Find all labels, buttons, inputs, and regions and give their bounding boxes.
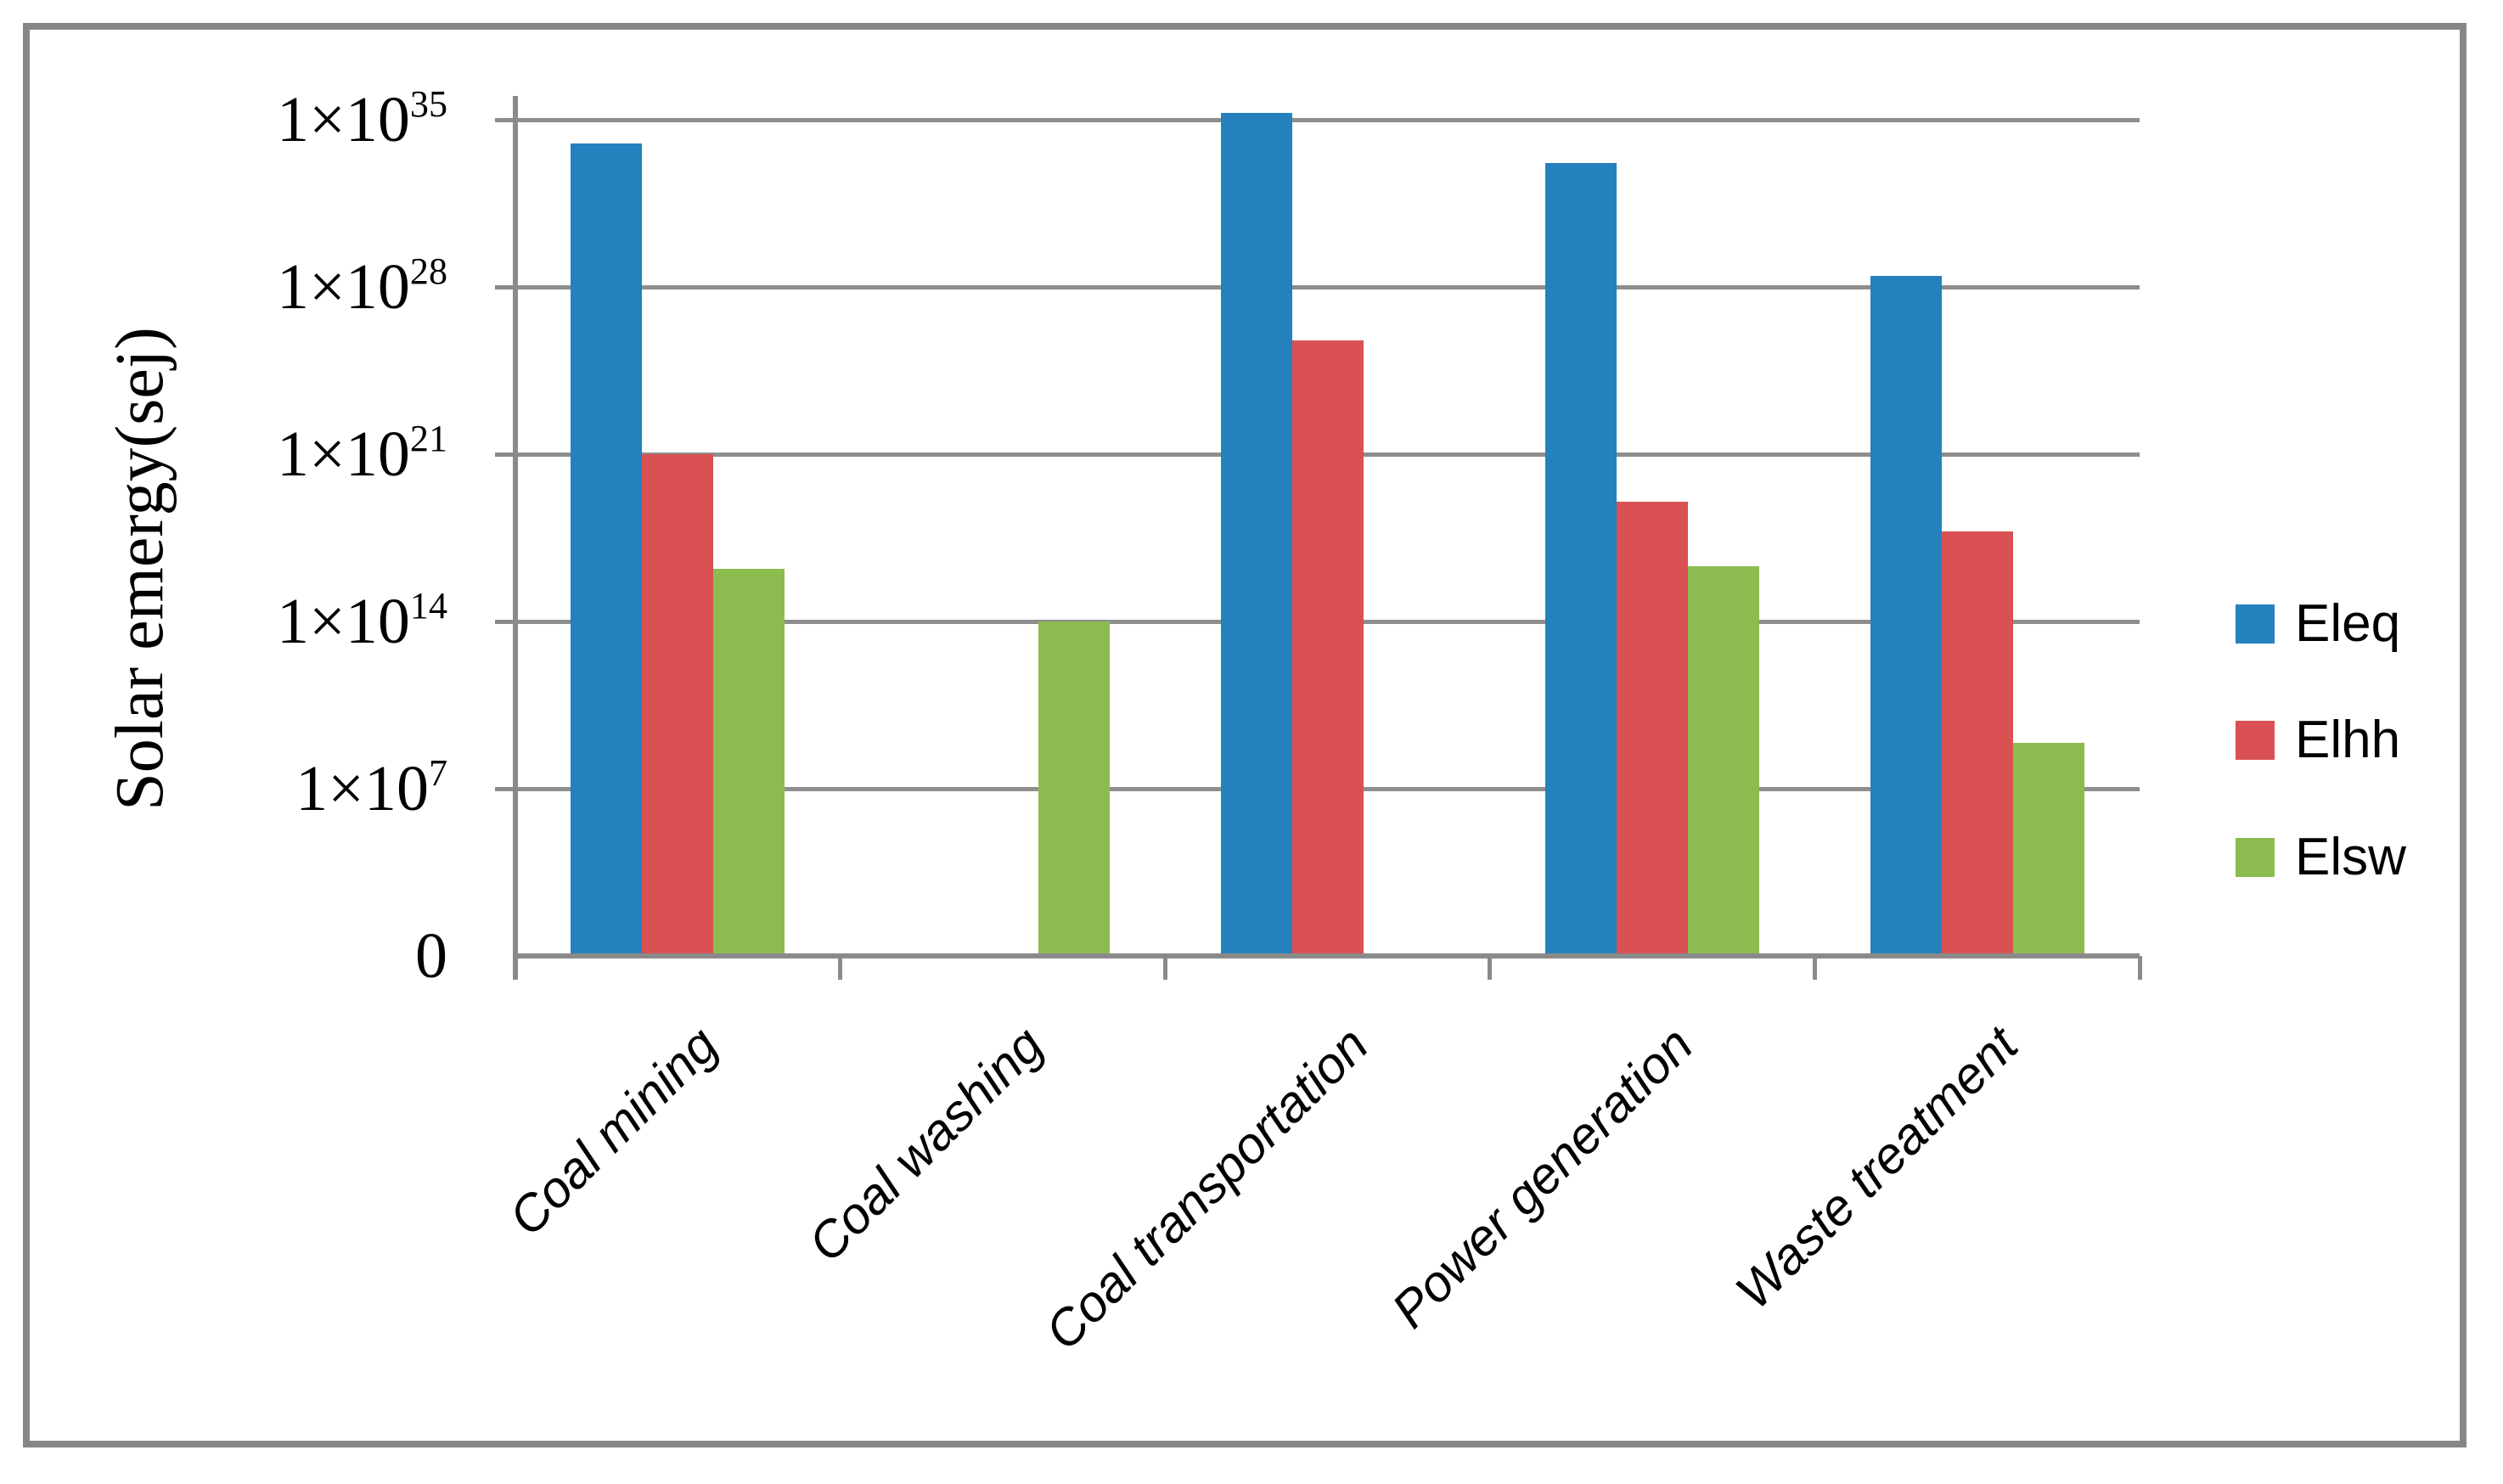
legend-item-Elsw: Elsw <box>2236 828 2406 887</box>
bar-Elsw-waste-treatment <box>2012 743 2084 956</box>
legend-swatch-Elsw <box>2236 838 2275 877</box>
bar-Elhh-power-generation <box>1617 502 1689 956</box>
y-tick-label: 1×10 7 <box>295 751 447 824</box>
x-tick-mark <box>1488 956 1493 980</box>
y-tick-base: 1×10 <box>277 585 410 657</box>
y-tick-label: 1×10 21 <box>277 417 447 490</box>
bar-Elsw-coal-washing <box>1038 621 1110 956</box>
x-tick-mark <box>2137 956 2142 980</box>
legend-item-Elhh: Elhh <box>2236 711 2400 770</box>
x-tick-mark <box>1162 956 1167 980</box>
bar-Eleq-waste-treatment <box>1870 275 1942 956</box>
legend-label-Elsw: Elsw <box>2295 828 2406 886</box>
legend-label-Eleq: Eleq <box>2295 594 2401 653</box>
x-tick-mark <box>838 956 843 980</box>
bar-Eleq-power-generation <box>1545 163 1617 956</box>
legend-swatch-Elhh <box>2236 721 2275 760</box>
x-tick-mark <box>1812 956 1817 980</box>
y-tick-mark <box>495 284 515 289</box>
y-tick-base: 1×10 <box>277 250 410 323</box>
bar-Elhh-waste-treatment <box>1941 531 2013 956</box>
bar-Elsw-power-generation <box>1688 566 1760 956</box>
legend-item-Eleq: Eleq <box>2236 594 2400 654</box>
y-tick-label: 1×10 28 <box>277 250 447 323</box>
y-gridline <box>515 284 2140 289</box>
y-tick-mark <box>495 786 515 791</box>
y-tick-base: 1×10 <box>277 418 410 490</box>
bar-Eleq-coal-mining <box>571 143 643 956</box>
y-tick-base: 1×10 <box>295 752 429 824</box>
y-tick-label: 1×10 14 <box>277 584 447 657</box>
legend-swatch-Eleq <box>2236 604 2275 644</box>
y-tick-mark <box>495 117 515 122</box>
y-tick-base: 0 <box>415 919 447 992</box>
y-tick-mark <box>495 452 515 457</box>
bar-Eleq-coal-transportation <box>1220 112 1292 956</box>
y-tick-mark <box>495 619 515 624</box>
bar-Elhh-coal-mining <box>642 454 714 956</box>
bar-Elhh-coal-transportation <box>1291 340 1364 956</box>
y-axis-line <box>513 96 518 980</box>
y-tick-label: 1×10 35 <box>277 82 447 155</box>
legend-label-Elhh: Elhh <box>2295 711 2401 769</box>
y-tick-label: 0 <box>0 908 447 1003</box>
x-axis-line <box>513 953 2140 958</box>
bar-Elsw-coal-mining <box>713 568 785 956</box>
y-tick-base: 1×10 <box>277 83 410 155</box>
y-gridline <box>515 117 2140 122</box>
